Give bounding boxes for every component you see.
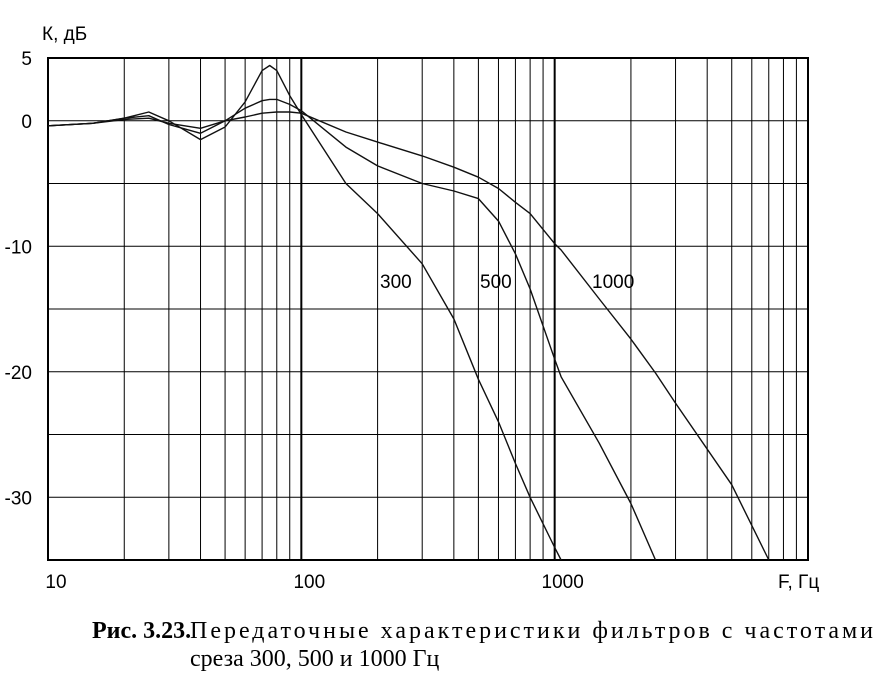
series-line <box>47 98 657 561</box>
x-tick-label: 10 <box>45 572 66 593</box>
series-label: 1000 <box>592 272 634 293</box>
plot-frame <box>47 57 809 561</box>
caption-line: Передаточные характеристики фильтров с ч… <box>190 618 873 644</box>
caption-line: среза 300, 500 и 1000 Гц <box>190 646 439 672</box>
y-tick-label: -30 <box>5 488 32 509</box>
series-line <box>47 64 562 561</box>
y-tick-label: -10 <box>5 237 32 258</box>
x-tick-label: 100 <box>293 572 325 593</box>
y-tick-label: -20 <box>5 363 32 384</box>
x-axis-label: F, Гц <box>778 572 819 593</box>
series-line <box>47 111 770 561</box>
series-label: 500 <box>480 272 512 293</box>
x-tick-label: 1000 <box>542 572 584 593</box>
y-axis-label: К, дБ <box>42 24 87 45</box>
caption-label: Рис. 3.23. <box>92 618 191 644</box>
series-label: 300 <box>380 272 412 293</box>
y-tick-label: 5 <box>21 49 32 70</box>
y-tick-label: 0 <box>21 112 32 133</box>
